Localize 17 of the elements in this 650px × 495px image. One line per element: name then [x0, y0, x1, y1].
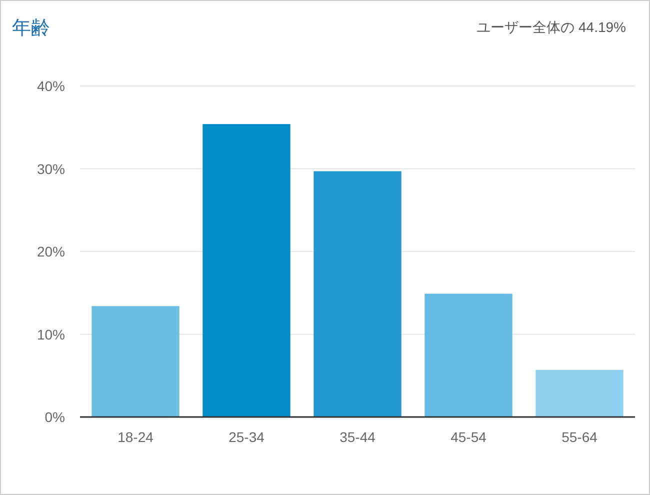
x-tick-label: 25-34 — [228, 429, 265, 445]
bar — [536, 370, 624, 417]
x-tick-label: 18-24 — [118, 429, 154, 445]
y-tick-label: 0% — [44, 409, 65, 425]
bar — [424, 294, 512, 417]
y-tick-label: 20% — [36, 244, 65, 260]
text: ユーザー全体の 44.19% — [476, 19, 626, 35]
chart-title: 年齢 — [12, 18, 50, 39]
bar — [92, 306, 180, 417]
x-tick-label: 35-44 — [340, 429, 376, 445]
y-tick-label: 10% — [36, 326, 65, 342]
x-tick-label: 45-54 — [450, 429, 487, 445]
y-tick-label: 30% — [36, 160, 65, 177]
bar — [202, 124, 290, 417]
y-tick-label: 40% — [36, 78, 65, 94]
x-tick-label: 55-64 — [562, 429, 598, 445]
bar — [314, 171, 402, 417]
